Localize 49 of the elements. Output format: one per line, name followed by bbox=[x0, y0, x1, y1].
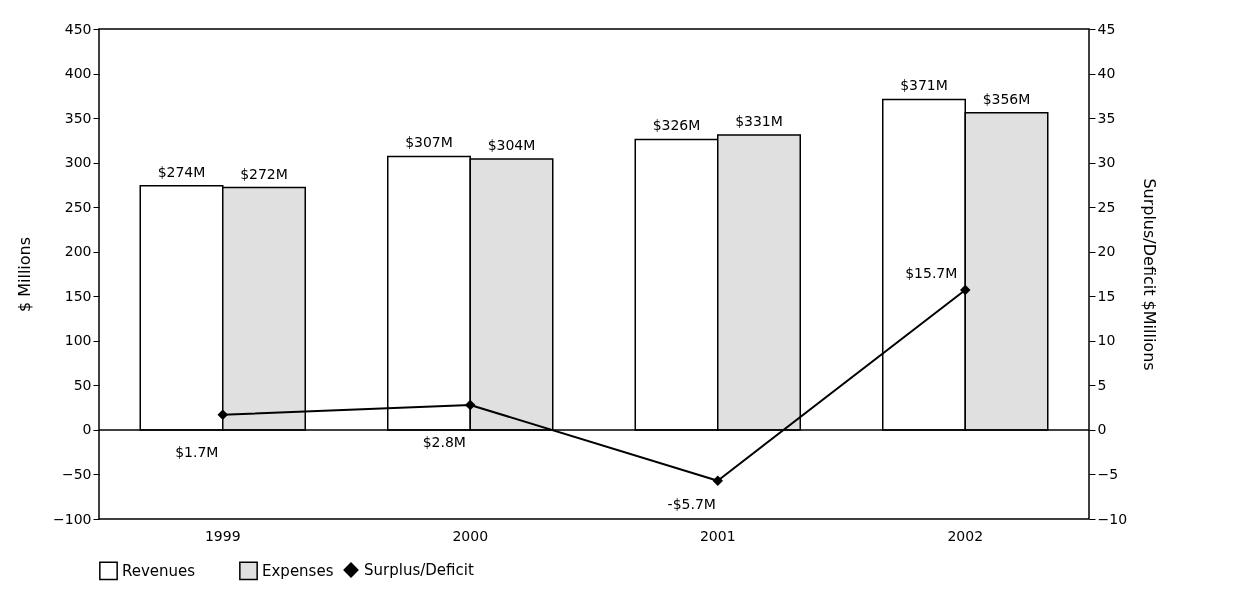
y-tick-label: 400 bbox=[64, 65, 92, 82]
y2-tick-label: −5 bbox=[1097, 465, 1119, 482]
y-tick-label: 150 bbox=[64, 287, 92, 304]
data-label: -$5.7M bbox=[667, 495, 716, 512]
data-label: $331M bbox=[735, 113, 783, 130]
y-tick-label: −50 bbox=[61, 465, 92, 482]
y-tick-label: 300 bbox=[64, 154, 92, 171]
point bbox=[465, 399, 476, 411]
y-tick-label: 350 bbox=[64, 109, 92, 126]
y-tick-label: 100 bbox=[64, 332, 92, 349]
point bbox=[217, 409, 228, 421]
x-tick-label: 2001 bbox=[699, 527, 736, 544]
data-label: $274M bbox=[157, 163, 206, 180]
y2-tick-label: 35 bbox=[1097, 109, 1116, 126]
x-tick-label: 2002 bbox=[947, 527, 984, 544]
data-label: $304M bbox=[487, 137, 536, 154]
y2-tick-label: −10 bbox=[1097, 510, 1128, 527]
y2-tick-label: 40 bbox=[1097, 65, 1116, 82]
y-tick-label: 50 bbox=[73, 376, 92, 393]
point bbox=[960, 284, 971, 296]
y2-tick-label: 0 bbox=[1097, 421, 1107, 438]
y2-tick-label: 30 bbox=[1097, 154, 1116, 171]
y-tick-label: 0 bbox=[82, 421, 92, 438]
legend-label: Surplus/Deficit bbox=[364, 561, 474, 579]
y2-tick-label: 5 bbox=[1097, 376, 1107, 393]
legend-label: Expenses bbox=[262, 561, 334, 580]
y-tick-label: 200 bbox=[64, 243, 92, 260]
y2-tick-label: 20 bbox=[1097, 243, 1116, 260]
x-tick-label: 1999 bbox=[204, 527, 241, 544]
y-tick-label: 450 bbox=[64, 20, 92, 37]
data-label: $15.7M bbox=[905, 265, 958, 282]
y-tick-label: −100 bbox=[53, 510, 92, 527]
data-label: $307M bbox=[405, 134, 453, 151]
data-label: $356M bbox=[982, 90, 1031, 107]
data-label: $2.8M bbox=[422, 433, 466, 450]
data-label: $326M bbox=[652, 117, 701, 134]
y2-tick-label: 15 bbox=[1097, 287, 1116, 304]
y2-tick-label: 25 bbox=[1097, 198, 1116, 215]
y-tick-label: 250 bbox=[64, 198, 92, 215]
data-label: $1.7M bbox=[175, 443, 219, 460]
y2-axis-title: Surplus/Deficit $Millions bbox=[1140, 178, 1160, 371]
legend-label: Revenues bbox=[122, 561, 196, 580]
data-label: $371M bbox=[900, 77, 948, 94]
x-tick-label: 2000 bbox=[452, 527, 489, 544]
data-label: $272M bbox=[240, 165, 288, 182]
y2-tick-label: 10 bbox=[1097, 332, 1116, 349]
y2-tick-label: 45 bbox=[1097, 20, 1116, 37]
point bbox=[712, 475, 723, 486]
y-axis-title: $ Millions bbox=[15, 236, 35, 313]
